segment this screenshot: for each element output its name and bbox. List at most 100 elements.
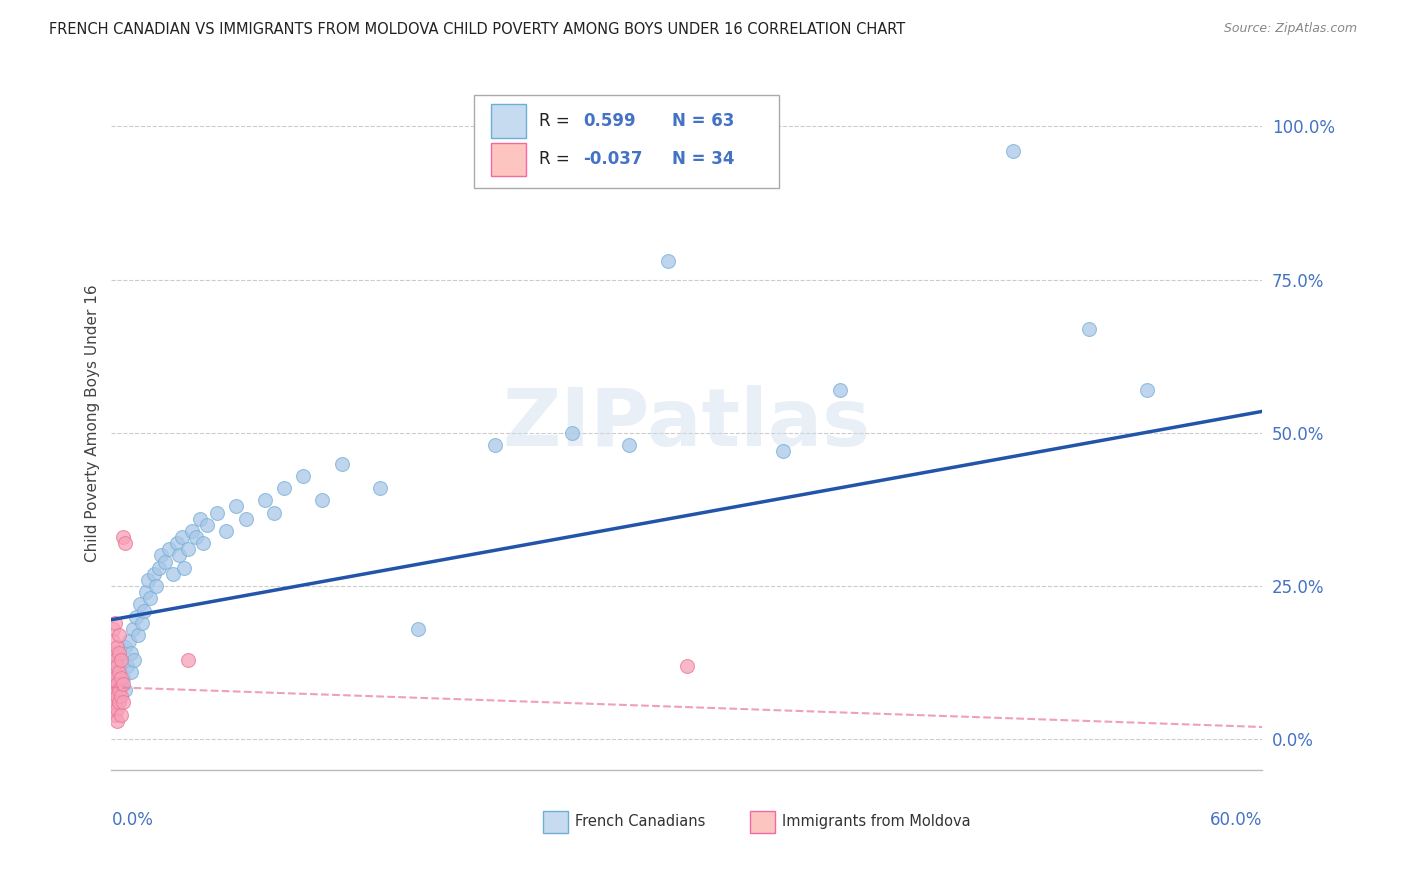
Point — [103, 622, 125, 636]
Point — [195, 517, 218, 532]
Point — [124, 652, 146, 666]
Point — [111, 671, 134, 685]
Text: FRENCH CANADIAN VS IMMIGRANTS FROM MOLDOVA CHILD POVERTY AMONG BOYS UNDER 16 COR: FRENCH CANADIAN VS IMMIGRANTS FROM MOLDO… — [49, 22, 905, 37]
Point — [111, 677, 134, 691]
Point — [330, 457, 353, 471]
Point — [105, 658, 128, 673]
Point — [114, 536, 136, 550]
Point — [103, 701, 125, 715]
Text: N = 34: N = 34 — [672, 150, 734, 169]
Point — [108, 690, 131, 704]
Text: -0.037: -0.037 — [583, 150, 643, 169]
FancyBboxPatch shape — [491, 143, 526, 176]
Point — [215, 524, 238, 538]
Point — [111, 530, 134, 544]
Point — [105, 640, 128, 655]
Point — [108, 665, 131, 679]
Point — [108, 683, 131, 698]
Point — [103, 690, 125, 704]
Point — [193, 536, 215, 550]
Point — [145, 579, 167, 593]
Point — [173, 560, 195, 574]
Point — [484, 438, 506, 452]
Point — [772, 444, 794, 458]
Point — [675, 658, 697, 673]
Point — [253, 493, 276, 508]
Point — [103, 634, 125, 648]
Text: French Canadians: French Canadians — [575, 814, 706, 830]
Point — [129, 598, 152, 612]
FancyBboxPatch shape — [749, 811, 775, 833]
Point — [120, 665, 142, 679]
Text: N = 63: N = 63 — [672, 112, 734, 130]
Point — [657, 254, 679, 268]
Point — [110, 707, 132, 722]
Text: R =: R = — [540, 112, 575, 130]
Point — [104, 671, 127, 685]
Point — [110, 677, 132, 691]
Point — [235, 511, 257, 525]
Point — [105, 701, 128, 715]
Text: Immigrants from Moldova: Immigrants from Moldova — [782, 814, 972, 830]
Point — [136, 573, 159, 587]
Point — [166, 536, 188, 550]
FancyBboxPatch shape — [474, 95, 779, 188]
Point — [120, 647, 142, 661]
Point — [103, 647, 125, 661]
Point — [157, 542, 180, 557]
Point — [125, 609, 148, 624]
Point — [150, 549, 173, 563]
Point — [105, 690, 128, 704]
Text: R =: R = — [540, 150, 575, 169]
Point — [153, 555, 176, 569]
FancyBboxPatch shape — [491, 104, 526, 137]
Point — [104, 658, 127, 673]
Point — [110, 652, 132, 666]
Point — [110, 690, 132, 704]
Point — [292, 468, 315, 483]
Point — [108, 628, 131, 642]
Point — [273, 481, 295, 495]
Point — [1001, 144, 1024, 158]
Point — [177, 652, 200, 666]
Point — [184, 530, 207, 544]
Point — [177, 542, 200, 557]
Point — [103, 665, 125, 679]
Point — [108, 671, 131, 685]
Point — [118, 634, 141, 648]
Point — [406, 622, 429, 636]
Point — [142, 566, 165, 581]
Point — [619, 438, 641, 452]
Text: 60.0%: 60.0% — [1209, 812, 1263, 830]
Point — [311, 493, 333, 508]
Point — [225, 500, 247, 514]
Point — [104, 683, 127, 698]
Point — [105, 677, 128, 691]
Point — [104, 707, 127, 722]
Point — [105, 665, 128, 679]
Text: ZIPatlas: ZIPatlas — [502, 384, 870, 463]
Point — [830, 383, 852, 397]
Point — [108, 696, 131, 710]
Point — [110, 652, 132, 666]
Text: Source: ZipAtlas.com: Source: ZipAtlas.com — [1223, 22, 1357, 36]
Point — [104, 652, 127, 666]
Text: 0.0%: 0.0% — [111, 812, 153, 830]
Point — [104, 615, 127, 630]
Point — [561, 425, 583, 440]
Point — [103, 677, 125, 691]
FancyBboxPatch shape — [543, 811, 568, 833]
Point — [114, 683, 136, 698]
Point — [104, 696, 127, 710]
Point — [368, 481, 391, 495]
Point — [139, 591, 162, 606]
Point — [181, 524, 204, 538]
Point — [162, 566, 184, 581]
Point — [110, 671, 132, 685]
Point — [167, 549, 190, 563]
Point — [148, 560, 170, 574]
Point — [127, 628, 149, 642]
Point — [105, 683, 128, 698]
Point — [1078, 321, 1101, 335]
Point — [1136, 383, 1159, 397]
